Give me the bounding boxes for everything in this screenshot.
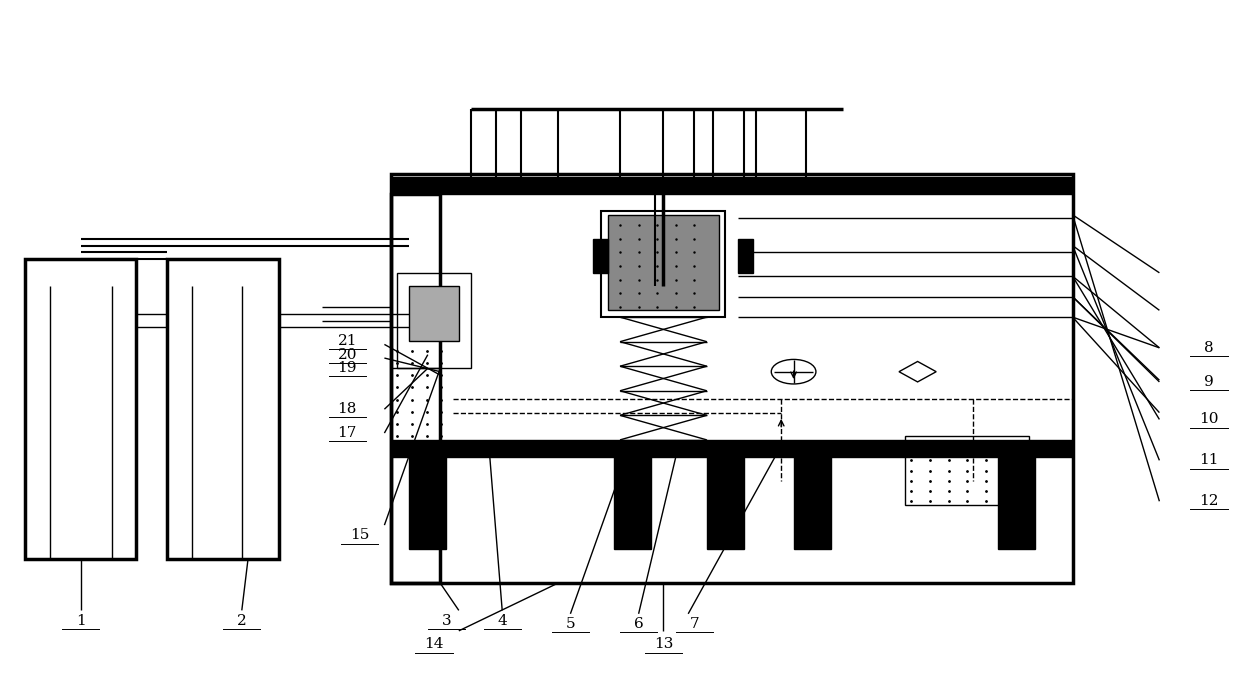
Bar (707, 457, 744, 549)
Bar (391, 194, 440, 583)
Text: 9: 9 (1204, 375, 1214, 389)
Text: 18: 18 (337, 402, 357, 416)
Text: 17: 17 (337, 426, 357, 440)
Text: 11: 11 (1199, 454, 1219, 467)
Text: 14: 14 (424, 638, 444, 651)
Text: 8: 8 (1204, 341, 1214, 355)
Bar (608, 215, 719, 310)
Bar (409, 286, 459, 341)
Bar (391, 440, 1073, 457)
Text: 2: 2 (237, 614, 247, 627)
Text: 10: 10 (1199, 413, 1219, 426)
Bar (614, 457, 651, 549)
Bar (738, 239, 753, 273)
Text: 15: 15 (350, 529, 370, 542)
Bar (998, 457, 1035, 549)
Bar (25, 259, 136, 559)
Text: 5: 5 (565, 617, 575, 631)
Text: 3: 3 (441, 614, 451, 627)
Text: 12: 12 (1199, 494, 1219, 508)
Bar (593, 239, 608, 273)
Text: 21: 21 (337, 334, 357, 348)
Bar (391, 177, 1073, 194)
Bar (397, 273, 471, 368)
Text: 1: 1 (76, 614, 86, 627)
Text: 19: 19 (337, 361, 357, 375)
Bar (601, 211, 725, 317)
Text: 13: 13 (653, 638, 673, 651)
Text: 20: 20 (337, 348, 357, 361)
Bar (409, 457, 446, 549)
Bar (167, 259, 279, 559)
Bar (391, 174, 1073, 583)
Text: 7: 7 (689, 617, 699, 631)
Text: 4: 4 (497, 614, 507, 627)
Text: 6: 6 (634, 617, 644, 631)
Bar (794, 457, 831, 549)
Bar (905, 436, 1029, 505)
